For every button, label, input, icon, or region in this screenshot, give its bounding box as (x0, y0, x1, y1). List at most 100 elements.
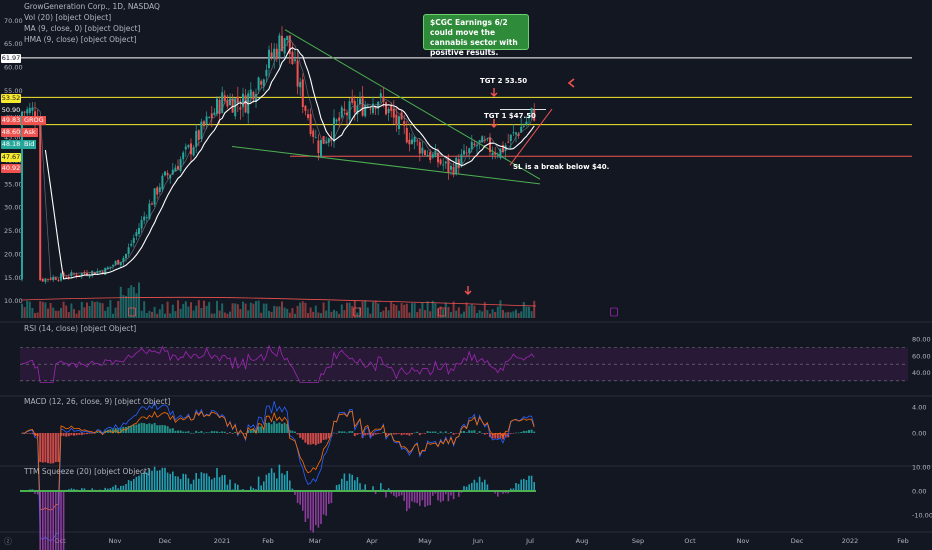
price-tag: 53.52 (1, 93, 21, 103)
ttm-histogram-bar (411, 491, 413, 502)
candle-body (249, 89, 252, 97)
volume-bar (60, 308, 62, 318)
macd-histogram-bar (275, 423, 278, 433)
earnings-note[interactable]: $CGC Earnings 6/2 could move the cannabi… (423, 14, 529, 57)
candle-body (408, 139, 411, 145)
macd-histogram-bar (483, 433, 486, 435)
ttm-histogram-bar (335, 485, 338, 491)
ttm-legend[interactable]: TTM Squeeze (20) [object Object] (24, 467, 150, 476)
macd-histogram-bar (520, 431, 523, 433)
candle-body (473, 143, 476, 146)
macd-histogram-bar (226, 433, 229, 434)
volume-bar (31, 307, 34, 318)
ttm-histogram-bar (374, 491, 377, 495)
macd-histogram-bar (234, 431, 237, 433)
candle-body (236, 96, 239, 103)
macd-histogram-bar (190, 432, 192, 434)
rsi-legend[interactable]: RSI (14, close) [object Object] (24, 324, 137, 333)
volume-bar (101, 303, 104, 318)
macd-histogram-bar (424, 433, 426, 434)
ttm-histogram-bar (125, 483, 127, 491)
volume-bar (192, 310, 195, 318)
macd-histogram-bar (517, 432, 520, 434)
candle-body (431, 154, 434, 158)
volume-bar (465, 302, 468, 318)
macd-histogram-bar (47, 433, 49, 464)
volume-bar (231, 303, 234, 318)
volume-bar (247, 310, 250, 318)
candle-body (174, 167, 177, 172)
ttm-histogram-bar (343, 473, 346, 491)
candle-body (325, 142, 328, 144)
earnings-e-icon (128, 307, 136, 317)
candle-body (351, 97, 354, 103)
macd-histogram-bar (522, 430, 525, 433)
macd-histogram-bar (252, 429, 255, 433)
macd-histogram-bar (130, 425, 133, 433)
volume-bar (205, 305, 208, 318)
macd-histogram-bar (340, 431, 343, 433)
ttm-histogram-bar (49, 491, 52, 550)
volume-ma-line (21, 296, 537, 307)
volume-bar (392, 304, 395, 318)
volume-bar (132, 287, 135, 318)
volume-bar (340, 304, 343, 318)
time-axis-tick: May (418, 537, 432, 545)
earnings-e-icon (438, 307, 446, 317)
volume-bar (395, 305, 398, 318)
ttm-histogram-bar (525, 480, 528, 491)
macd-histogram-bar (504, 433, 507, 438)
volume-bar (229, 311, 231, 318)
candle-body (335, 119, 338, 122)
ttm-histogram-bar (528, 475, 530, 491)
macd-histogram-bar (392, 433, 395, 435)
volume-bar (499, 300, 502, 318)
volume-bar (78, 310, 81, 318)
volume-bar (210, 313, 213, 318)
macd-histogram-bar (476, 433, 478, 434)
ttm-histogram-bar (127, 480, 130, 491)
volume-bar (75, 313, 78, 318)
volume-bar (257, 300, 260, 318)
ttm-histogram-bar (216, 468, 218, 491)
volume-bar (213, 313, 216, 318)
macd-histogram-bar (405, 433, 408, 435)
volume-bar (460, 313, 463, 318)
macd-histogram-bar (75, 433, 78, 436)
vol-legend[interactable]: Vol (20) [object Object] (24, 13, 112, 22)
ttm-histogram-bar (55, 491, 57, 550)
candle-body (260, 81, 263, 85)
ma-legend[interactable]: MA (9, close, 0) [object Object] (24, 24, 141, 33)
ttm-histogram-bar (346, 480, 348, 491)
ttm-histogram-bar (429, 491, 431, 506)
ttm-histogram-bar (445, 491, 447, 495)
candle-body (177, 166, 179, 170)
candle-body (522, 125, 525, 127)
volume-bar (301, 301, 304, 318)
ttm-histogram-bar (91, 488, 93, 491)
ttm-histogram-bar (385, 491, 387, 498)
macd-histogram-bar (244, 433, 247, 435)
tradingview-logo-icon[interactable]: ⓩ (4, 537, 12, 546)
candle-body (359, 98, 361, 105)
macd-histogram-bar (413, 432, 416, 434)
ttm-histogram-bar (406, 491, 408, 512)
candle-body (387, 108, 390, 113)
volume-bar (36, 312, 39, 318)
candle-body (130, 243, 133, 246)
price-tag: 48.60 (1, 127, 21, 137)
volume-bar (262, 303, 265, 318)
earnings-e-icon (610, 307, 618, 317)
hma-legend[interactable]: HMA (9, close) [object Object] (24, 35, 137, 44)
macd-legend[interactable]: MACD (12, 26, close, 9) [object Object] (24, 397, 171, 406)
candle-body (470, 141, 473, 150)
macd-histogram-bar (528, 429, 530, 433)
macd-histogram-bar (148, 423, 151, 433)
ma-line (44, 47, 535, 280)
macd-histogram-bar (65, 433, 68, 437)
candle-body (161, 175, 164, 190)
ttm-histogram-bar (252, 488, 255, 491)
macd-histogram-bar (281, 423, 283, 433)
macd-histogram-bar (411, 433, 413, 435)
